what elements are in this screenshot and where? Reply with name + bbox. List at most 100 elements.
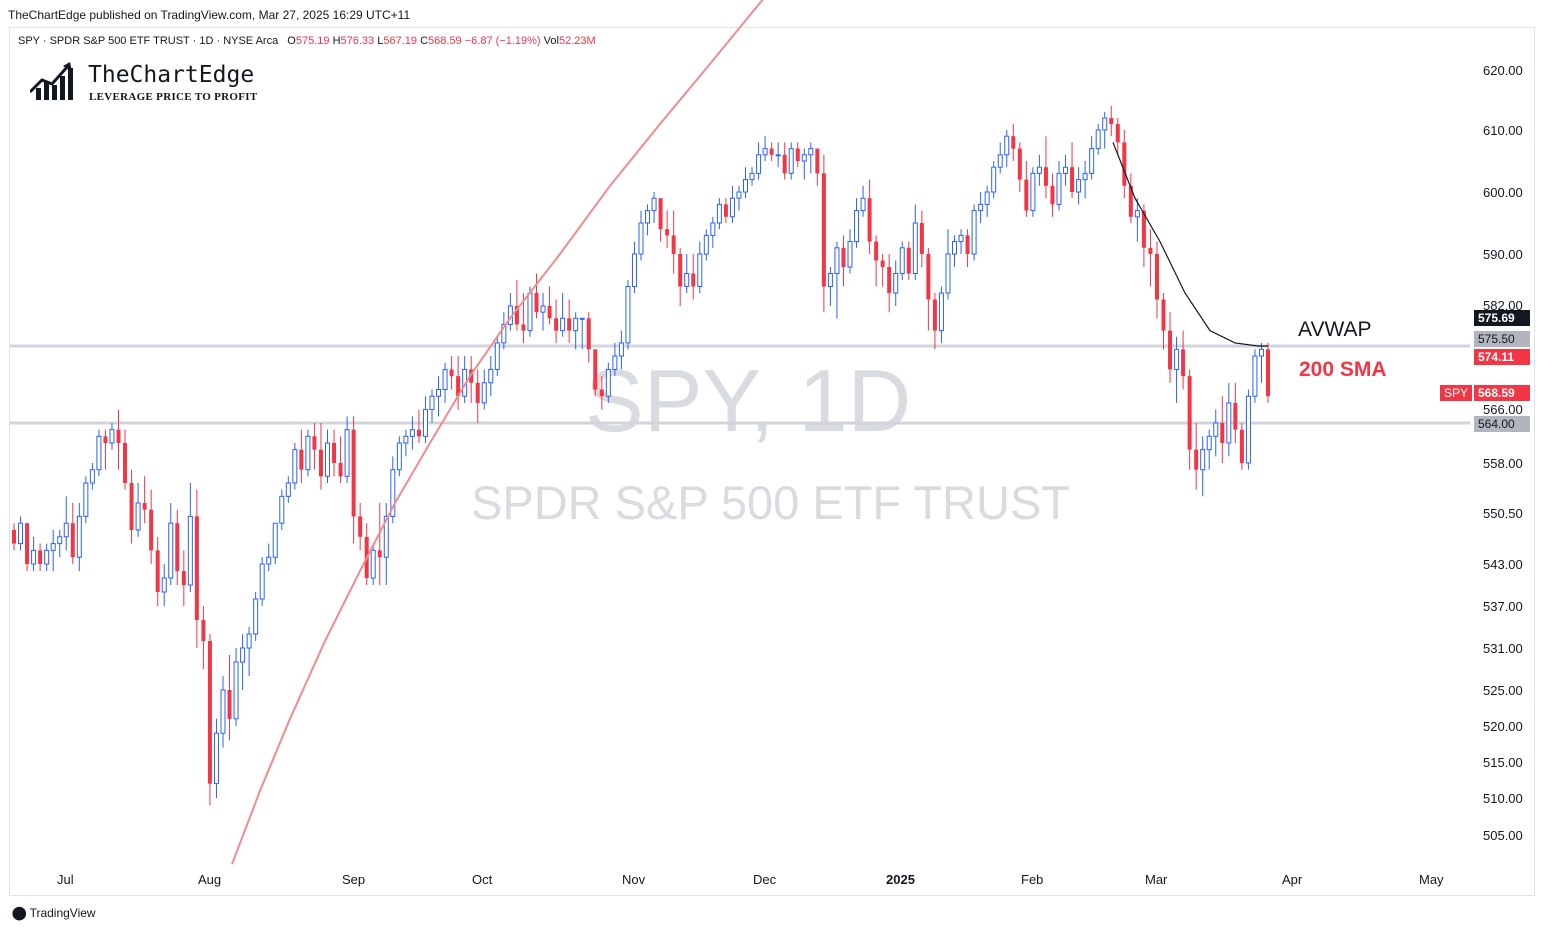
ohlc-low: 567.19: [383, 35, 418, 47]
candle: [795, 142, 800, 168]
candle: [1082, 161, 1088, 199]
candle: [984, 185, 990, 217]
candle: [383, 503, 389, 585]
candle: [1050, 173, 1055, 217]
candle: [1181, 330, 1186, 390]
candle: [246, 627, 252, 676]
candle: [1036, 154, 1042, 186]
candle: [109, 423, 115, 450]
x-tick: Apr: [1282, 872, 1303, 887]
candle: [1109, 106, 1114, 137]
chart-panel[interactable]: [9, 27, 1535, 896]
y-tick: 510.00: [1483, 791, 1523, 806]
candle: [645, 204, 651, 236]
ohlc-low-label: L: [377, 35, 384, 47]
candle: [1226, 382, 1232, 457]
volume-value: 52.23M: [558, 35, 596, 47]
x-tick: Aug: [198, 872, 222, 887]
candle: [416, 409, 421, 443]
candle: [756, 142, 762, 180]
candle: [893, 260, 899, 306]
candle: [658, 198, 663, 242]
x-tick: Jul: [57, 872, 74, 887]
candle: [507, 293, 513, 331]
ohlc-close-label: C: [420, 35, 429, 47]
spy-symbol-tag: SPY: [1440, 385, 1472, 401]
candle: [540, 293, 546, 331]
symbol-legend[interactable]: SPY · SPDR S&P 500 ETF TRUST · 1D · NYSE…: [18, 35, 596, 47]
candle: [887, 254, 892, 313]
avwap-price-tag: 575.69: [1474, 310, 1530, 326]
footer-brand-text: TradingView: [29, 906, 96, 920]
brand-logo: TheChartEdge LEVERAGE PRICE TO PROFIT: [30, 60, 300, 108]
candle: [501, 312, 507, 350]
y-tick: 620.00: [1483, 63, 1523, 78]
candle: [123, 429, 128, 490]
x-tick: Oct: [472, 872, 493, 887]
candle: [762, 136, 768, 161]
candle: [1011, 124, 1016, 161]
candle: [57, 530, 63, 558]
candle: [1258, 342, 1264, 383]
candle: [697, 241, 703, 293]
candle: [299, 429, 304, 483]
symbol-title: SPY · SPDR S&P 500 ETF TRUST · 1D · NYSE…: [18, 35, 279, 47]
candle: [514, 280, 519, 331]
candle: [665, 210, 670, 248]
tradingview-footer[interactable]: ⬤ TradingView: [12, 905, 96, 921]
candle: [63, 496, 69, 551]
candle: [729, 185, 735, 223]
candle: [38, 543, 43, 571]
candle: [253, 592, 259, 641]
y-tick: 505.00: [1483, 828, 1523, 843]
candle: [325, 429, 330, 483]
candle: [631, 241, 637, 293]
x-tick: Nov: [622, 872, 646, 887]
y-tick: 520.00: [1483, 719, 1523, 734]
y-tick: 566.00: [1483, 402, 1523, 417]
candle: [201, 606, 206, 669]
candle: [926, 247, 931, 331]
hline-575-price-tag: 575.50: [1474, 331, 1530, 347]
candlestick-series: [12, 106, 1270, 806]
candle: [227, 655, 232, 741]
candle: [534, 273, 539, 319]
ohlc-high-label: H: [332, 35, 341, 47]
candle: [1134, 198, 1140, 242]
candle: [612, 342, 618, 377]
candle: [351, 416, 356, 544]
candle: [1206, 429, 1212, 470]
y-tick: 590.00: [1483, 247, 1523, 262]
x-tick-year: 2025: [886, 872, 915, 887]
candle: [906, 241, 911, 280]
y-tick: 543.00: [1483, 557, 1523, 572]
candle: [691, 254, 696, 300]
candle: [854, 198, 860, 248]
avwap-annotation: AVWAP: [1298, 318, 1372, 341]
candle: [1213, 409, 1219, 457]
candle: [279, 489, 285, 530]
candle: [377, 503, 382, 585]
candle: [815, 148, 820, 186]
candle: [579, 317, 585, 350]
candle: [782, 142, 787, 180]
candle: [494, 336, 500, 377]
x-tick: Feb: [1021, 872, 1044, 887]
candle: [1154, 241, 1159, 319]
candle: [135, 483, 141, 537]
candle: [390, 456, 396, 524]
candle: [449, 356, 454, 390]
x-tick: Mar: [1145, 872, 1168, 887]
candle: [1070, 142, 1075, 199]
candle: [1102, 112, 1108, 149]
publish-credit: TheChartEdge published on TradingView.co…: [8, 8, 411, 22]
candle: [18, 516, 24, 551]
candle: [292, 443, 298, 490]
y-tick: 558.00: [1483, 456, 1523, 471]
candle: [332, 429, 337, 477]
sma-price-tag: 574.11: [1474, 349, 1530, 365]
candle: [155, 536, 160, 606]
candle: [827, 267, 833, 306]
candle: [880, 254, 885, 287]
